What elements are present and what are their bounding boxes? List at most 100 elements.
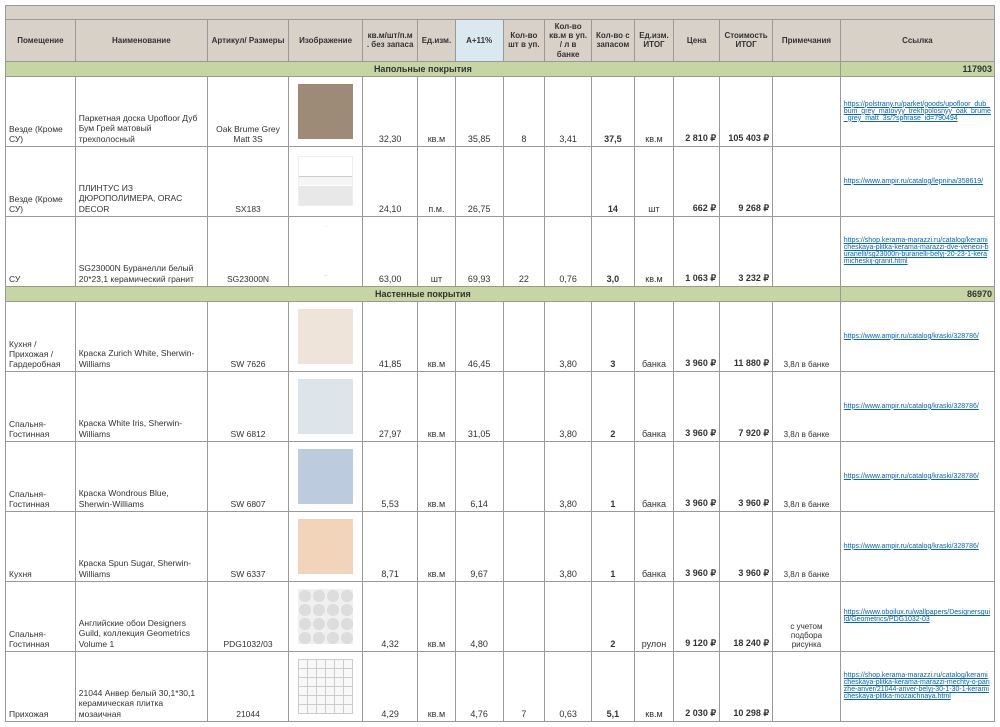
link-cell: https://www.ampir.ru/catalog/kraski/3287… [840, 301, 994, 371]
cell-cost: 3 960 ₽ [720, 511, 773, 581]
table-row: Спальня-ГостиннаяАнглийские обои Designe… [6, 581, 995, 651]
col-notes: Примечания [773, 20, 841, 62]
cell-unit: кв.м [418, 511, 455, 581]
cell-qty_nozap: 5,53 [363, 441, 418, 511]
cell-unit_total: банка [634, 301, 674, 371]
product-link[interactable]: https://shop.kerama-marazzi.ru/catalog/k… [844, 237, 989, 265]
cell-article: SW 6337 [207, 511, 288, 581]
image-cell [289, 511, 363, 581]
cell-room: СУ [6, 216, 76, 286]
product-swatch [298, 379, 353, 434]
cell-qty_zap: 14 [592, 146, 635, 216]
cell-room: Прихожая [6, 651, 76, 721]
cell-article: SW 7626 [207, 301, 288, 371]
cell-price: 3 960 ₽ [674, 371, 720, 441]
product-link[interactable]: https://www.ampir.ru/catalog/kraski/3287… [844, 333, 979, 340]
cell-cost: 3 232 ₽ [720, 216, 773, 286]
header-row: ПомещениеНаименованиеАртикул/ РазмерыИзо… [6, 20, 995, 62]
image-cell [289, 146, 363, 216]
cell-price: 2 810 ₽ [674, 76, 720, 146]
col-room: Помещение [6, 20, 76, 62]
cell-name: Краска Spun Sugar, Sherwin-Williams [75, 511, 207, 581]
cell-a11: 4,80 [455, 581, 503, 651]
cell-unit: п.м. [418, 146, 455, 216]
cell-article: SW 6807 [207, 441, 288, 511]
cell-qty_nozap: 4,32 [363, 581, 418, 651]
cell-sqm_pack [545, 146, 592, 216]
cell-room: Кухня [6, 511, 76, 581]
cell-article: Oak Brume Grey Matt 3S [207, 76, 288, 146]
cell-qty_zap: 1 [592, 511, 635, 581]
col-per_pack: Кол-во шт в уп. [503, 20, 545, 62]
cell-article: SW 6812 [207, 371, 288, 441]
cell-price: 3 960 ₽ [674, 441, 720, 511]
geo-swatch [298, 589, 353, 644]
cell-per_pack: 7 [503, 651, 545, 721]
hexagon-swatch [301, 226, 351, 276]
product-swatch [298, 449, 353, 504]
cell-room: Везде (Кроме СУ) [6, 146, 76, 216]
cell-notes [773, 76, 841, 146]
product-link[interactable]: https://www.oboilux.ru/wallpapers/Design… [844, 609, 990, 623]
link-cell: https://www.ampir.ru/catalog/kraski/3287… [840, 511, 994, 581]
product-link[interactable]: https://www.ampir.ru/catalog/kraski/3287… [844, 403, 979, 410]
section-total: 117903 [840, 61, 994, 76]
cell-sqm_pack: 0,63 [545, 651, 592, 721]
cell-cost: 11 880 ₽ [720, 301, 773, 371]
cell-notes: 3,8л в банке [773, 301, 841, 371]
product-link[interactable]: https://shop.kerama-marazzi.ru/catalog/k… [844, 672, 990, 700]
cell-per_pack: 22 [503, 216, 545, 286]
cell-qty_nozap: 32,30 [363, 76, 418, 146]
cell-article: PDG1032/03 [207, 581, 288, 651]
cell-unit_total: банка [634, 511, 674, 581]
cell-a11: 26,75 [455, 146, 503, 216]
cell-price: 9 120 ₽ [674, 581, 720, 651]
col-cost: Стоимость ИТОГ [720, 20, 773, 62]
cell-a11: 69,93 [455, 216, 503, 286]
table-row: Везде (Кроме СУ)ПЛИНТУС ИЗ ДЮРОПОЛИМЕРА,… [6, 146, 995, 216]
cell-article: SX183 [207, 146, 288, 216]
table-row: Кухня / Прихожая / ГардеробнаяКраска Zur… [6, 301, 995, 371]
link-cell: https://shop.kerama-marazzi.ru/catalog/k… [840, 651, 994, 721]
section-title: Напольные покрытия [6, 61, 841, 76]
cell-room: Спальня-Гостинная [6, 371, 76, 441]
image-cell [289, 441, 363, 511]
product-link[interactable]: https://www.ampir.ru/catalog/lepnina/358… [844, 178, 983, 185]
cell-per_pack [503, 146, 545, 216]
cell-sqm_pack: 3,80 [545, 441, 592, 511]
cell-sqm_pack: 3,80 [545, 511, 592, 581]
table-row: КухняКраска Spun Sugar, Sherwin-Williams… [6, 511, 995, 581]
link-cell: https://www.ampir.ru/catalog/lepnina/358… [840, 146, 994, 216]
product-link[interactable]: https://www.ampir.ru/catalog/kraski/3287… [844, 543, 979, 550]
cell-sqm_pack: 0,76 [545, 216, 592, 286]
cell-notes: 3,8л в банке [773, 371, 841, 441]
col-unit_total: Ед.изм. ИТОГ [634, 20, 674, 62]
cell-name: 21044 Анвер белый 30,1*30,1 керамическая… [75, 651, 207, 721]
cell-price: 3 960 ₽ [674, 511, 720, 581]
cell-room: Везде (Кроме СУ) [6, 76, 76, 146]
cell-unit: кв.м [418, 441, 455, 511]
table-row: СУSG23000N Буранелли белый 20*23,1 керам… [6, 216, 995, 286]
cell-cost: 105 403 ₽ [720, 76, 773, 146]
image-cell [289, 581, 363, 651]
cell-unit_total: рулон [634, 581, 674, 651]
plinth-swatch [298, 156, 353, 206]
product-link[interactable]: https://www.ampir.ru/catalog/kraski/3287… [844, 473, 979, 480]
cell-qty_nozap: 27,97 [363, 371, 418, 441]
section-header: Настенные покрытия86970 [6, 286, 995, 301]
cell-cost: 7 920 ₽ [720, 371, 773, 441]
cell-qty_zap: 3,0 [592, 216, 635, 286]
product-link[interactable]: https://polstrany.ru/parket/goods/upoflo… [844, 101, 991, 122]
cell-per_pack: 8 [503, 76, 545, 146]
product-swatch [298, 84, 353, 139]
cell-qty_zap: 2 [592, 371, 635, 441]
cell-name: SG23000N Буранелли белый 20*23,1 керамич… [75, 216, 207, 286]
cell-qty_nozap: 24,10 [363, 146, 418, 216]
section-title: Настенные покрытия [6, 286, 841, 301]
cell-room: Спальня-Гостинная [6, 441, 76, 511]
link-cell: https://www.oboilux.ru/wallpapers/Design… [840, 581, 994, 651]
cell-qty_zap: 1 [592, 441, 635, 511]
cell-name: Краска White Iris, Sherwin-Williams [75, 371, 207, 441]
link-cell: https://www.ampir.ru/catalog/kraski/3287… [840, 371, 994, 441]
cell-unit: кв.м [418, 581, 455, 651]
